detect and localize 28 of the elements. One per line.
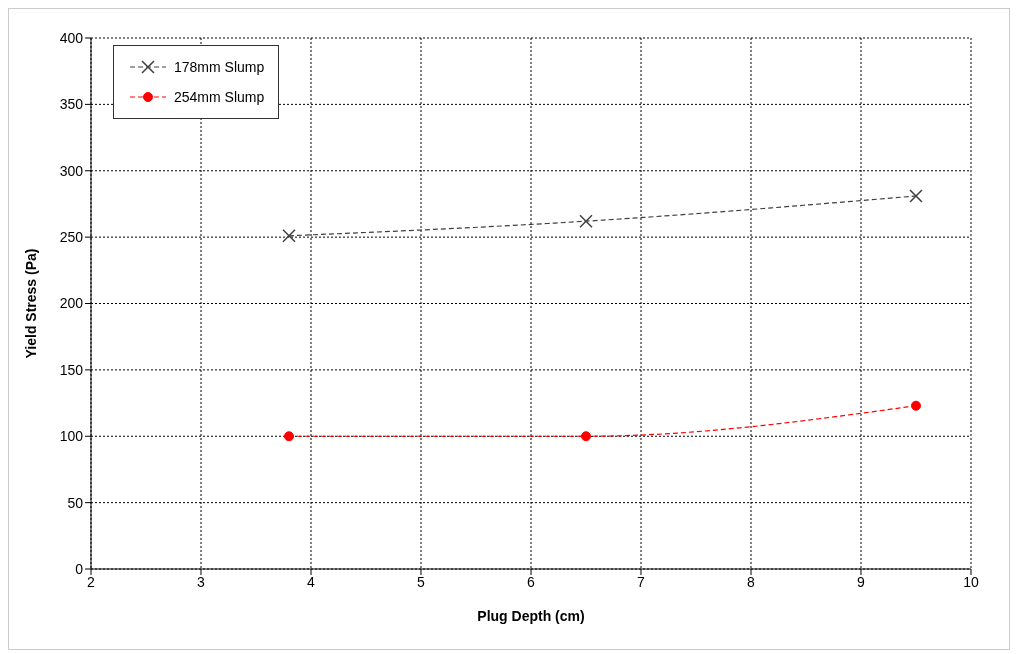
x-tick-label: 2 — [87, 573, 96, 590]
y-tick-label: 0 — [75, 560, 84, 577]
y-tick-label: 100 — [59, 428, 84, 445]
point — [909, 189, 923, 203]
y-tick-label: 300 — [59, 162, 84, 179]
point — [581, 431, 591, 442]
y-tick-label: 150 — [59, 361, 84, 378]
y-axis-title: Yield Stress (Pa) — [22, 248, 39, 359]
point — [284, 431, 294, 442]
y-tick-label: 200 — [59, 295, 84, 312]
x-tick-label: 5 — [417, 573, 426, 590]
y-tick-label: 400 — [59, 29, 84, 46]
x-tick-label: 3 — [197, 573, 206, 590]
legend-label: 254mm Slump — [174, 89, 265, 105]
y-tick-label: 350 — [59, 96, 84, 113]
x-tick-label: 9 — [857, 573, 866, 590]
x-tick-label: 10 — [963, 573, 979, 590]
y-tick-label: 250 — [59, 229, 84, 246]
x-tick-label: 7 — [637, 573, 646, 590]
x-tick-label: 4 — [307, 573, 316, 590]
point — [911, 400, 921, 411]
x-axis-title: Plug Depth (cm) — [477, 608, 585, 624]
point — [282, 229, 296, 243]
x-tick-label: 8 — [747, 573, 756, 590]
x-tick-label: 6 — [527, 573, 536, 590]
y-tick-label: 50 — [67, 494, 84, 511]
point — [579, 214, 593, 228]
legend-label: 178mm Slump — [174, 59, 265, 75]
